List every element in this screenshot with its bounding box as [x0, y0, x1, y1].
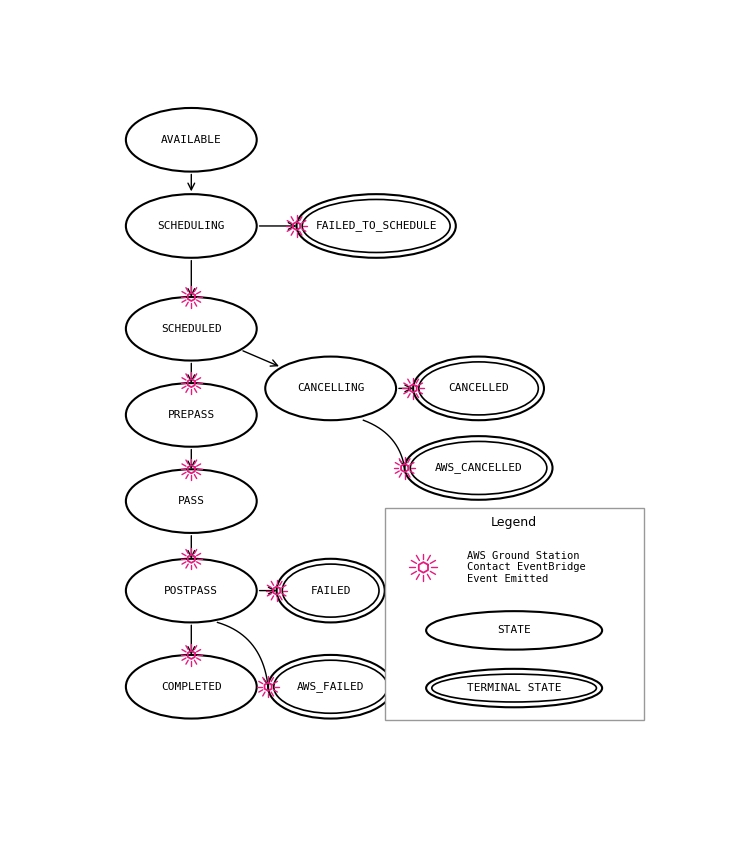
Text: SCHEDULED: SCHEDULED: [161, 324, 222, 334]
Ellipse shape: [302, 200, 450, 252]
Text: FAILED: FAILED: [310, 585, 351, 596]
Ellipse shape: [126, 108, 257, 171]
Text: CANCELLED: CANCELLED: [448, 383, 509, 393]
Text: POSTPASS: POSTPASS: [164, 585, 218, 596]
Text: FAILED_TO_SCHEDULE: FAILED_TO_SCHEDULE: [316, 220, 437, 232]
Ellipse shape: [277, 559, 385, 623]
Ellipse shape: [274, 660, 388, 713]
Ellipse shape: [126, 194, 257, 257]
Text: CANCELLING: CANCELLING: [297, 383, 364, 393]
Text: PASS: PASS: [178, 496, 205, 506]
Ellipse shape: [126, 469, 257, 533]
Ellipse shape: [126, 383, 257, 447]
Ellipse shape: [126, 297, 257, 361]
Ellipse shape: [410, 442, 547, 494]
Ellipse shape: [126, 655, 257, 719]
Text: STATE: STATE: [497, 625, 531, 635]
Text: TERMINAL STATE: TERMINAL STATE: [467, 683, 562, 693]
Text: AWS_CANCELLED: AWS_CANCELLED: [435, 462, 523, 474]
Ellipse shape: [297, 194, 456, 257]
Ellipse shape: [265, 356, 396, 420]
Ellipse shape: [432, 674, 597, 702]
Ellipse shape: [419, 362, 538, 415]
Text: AWS_FAILED: AWS_FAILED: [297, 681, 364, 692]
Ellipse shape: [126, 559, 257, 623]
Text: SCHEDULING: SCHEDULING: [158, 221, 225, 231]
Bar: [385, 508, 644, 720]
Ellipse shape: [426, 669, 602, 707]
Text: Legend: Legend: [491, 516, 537, 529]
Text: COMPLETED: COMPLETED: [161, 682, 222, 691]
Ellipse shape: [283, 564, 379, 617]
Ellipse shape: [268, 655, 393, 719]
Ellipse shape: [404, 437, 553, 499]
Ellipse shape: [426, 611, 602, 649]
Text: PREPASS: PREPASS: [167, 410, 215, 420]
Text: AWS Ground Station
Contact EventBridge
Event Emitted: AWS Ground Station Contact EventBridge E…: [468, 551, 586, 584]
Text: AVAILABLE: AVAILABLE: [161, 135, 222, 145]
Ellipse shape: [413, 356, 544, 420]
